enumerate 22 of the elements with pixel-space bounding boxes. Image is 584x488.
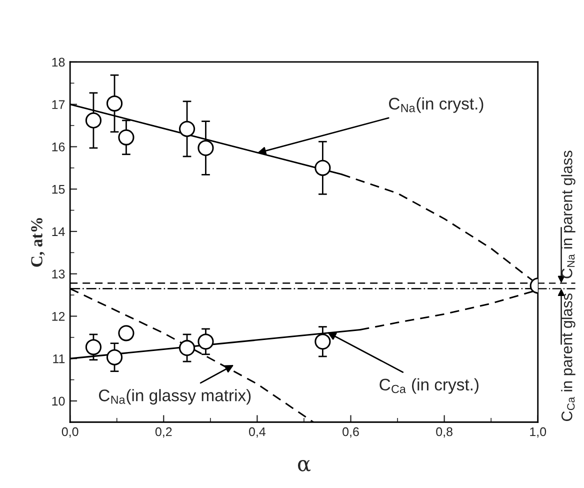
y-tick-label: 11 — [53, 354, 65, 364]
x-tick-label: 0,8 — [436, 427, 452, 438]
x-tick-label: 0,6 — [342, 427, 359, 438]
y-tick-label: 13 — [52, 270, 65, 278]
x-tick-label: 0,4 — [248, 427, 266, 438]
annotation: C$_{Ca}$ in parent glass — [561, 293, 576, 421]
y-tick-label: 18 — [52, 58, 65, 67]
x-axis-title: α — [298, 460, 310, 472]
annotation: C$_{Na}$(in cryst.) — [389, 97, 484, 113]
annotation: C$_{Na}$(in glassy matrix) — [98, 389, 251, 405]
annotation: C$_{Na}$ in parent glass — [561, 150, 576, 278]
y-tick-label: 10 — [52, 396, 65, 406]
x-tick-label: 0,0 — [62, 427, 78, 438]
x-tick-label: 0,2 — [155, 427, 172, 438]
y-axis-title: C, at% — [31, 218, 45, 267]
annotation: C$_{Ca}$ (in cryst.) — [380, 378, 478, 394]
y-tick-label: 15 — [52, 185, 65, 194]
y-tick-label: 17 — [52, 100, 65, 109]
y-tick-label: 12 — [52, 312, 65, 321]
x-tick-label: 1,0 — [530, 427, 546, 438]
y-tick-label: 14 — [52, 227, 65, 236]
y-tick-label: 16 — [52, 142, 65, 152]
